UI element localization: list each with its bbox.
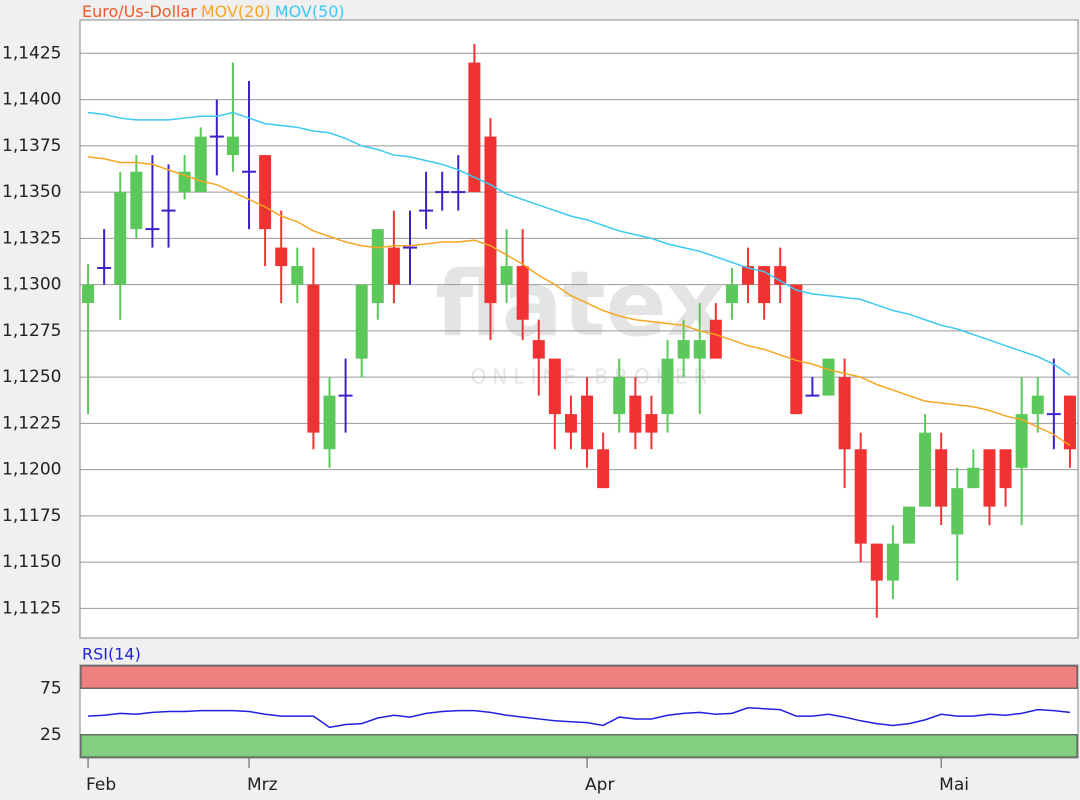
candle-body — [387, 247, 400, 285]
candle-body — [983, 449, 996, 507]
y-tick-label: 1,1425 — [2, 43, 61, 63]
candle-body — [581, 395, 594, 450]
legend-entry: Euro/Us-Dollar — [82, 2, 197, 21]
candle-body — [516, 266, 529, 320]
candle-body — [1031, 395, 1044, 415]
legend-entry: MOV(50) — [275, 2, 345, 21]
candle-body — [790, 284, 803, 415]
candle-body — [935, 449, 948, 507]
candle-body — [130, 171, 143, 230]
candle-body — [114, 192, 127, 285]
legend-entry: MOV(20) — [201, 2, 271, 21]
y-tick-label: 1,1125 — [2, 598, 61, 618]
candle-body — [709, 319, 722, 359]
y-tick-label: 1,1375 — [2, 136, 61, 156]
candle-body — [758, 266, 771, 304]
candle-body — [371, 229, 384, 304]
y-tick-label: 1,1325 — [2, 228, 61, 248]
watermark: flatex — [435, 252, 725, 357]
candle-body — [307, 284, 320, 433]
candle-body — [774, 266, 787, 285]
y-tick-label: 75 — [40, 678, 62, 698]
oversold-band — [80, 734, 1078, 758]
candle-body — [661, 358, 674, 415]
y-tick-label: 1,1300 — [2, 275, 61, 295]
y-tick-label: 1,1400 — [2, 90, 61, 110]
y-tick-label: 1,1175 — [2, 506, 61, 526]
candle-body — [355, 284, 368, 359]
candle-body — [725, 284, 738, 304]
y-tick-label: 1,1350 — [2, 182, 61, 202]
candle-body — [854, 449, 867, 544]
candle-body — [838, 377, 851, 450]
watermark-sub: ONLINE BROKER — [471, 365, 714, 389]
overbought-band — [80, 665, 1078, 689]
y-tick-label: 25 — [40, 725, 62, 745]
x-tick-label: Apr — [585, 775, 614, 795]
candle-body — [613, 377, 626, 415]
candle-body — [275, 247, 288, 267]
candle-body — [645, 414, 658, 433]
candle-body — [564, 414, 577, 433]
line-series — [87, 111, 1071, 376]
y-tick-label: 1,1275 — [2, 321, 61, 341]
x-tick-label: Mai — [939, 775, 969, 795]
candle-body — [629, 395, 642, 433]
candle-body — [532, 340, 545, 359]
candle-body — [500, 266, 513, 285]
candle-body — [951, 488, 964, 535]
x-tick-label: Feb — [86, 775, 116, 795]
legend: Euro/Us-Dollar MOV(20) MOV(50) — [82, 2, 345, 21]
candle-body — [693, 340, 706, 359]
line-series — [88, 707, 1071, 729]
y-tick-label: 1,1200 — [2, 460, 61, 480]
candle-body — [194, 136, 207, 193]
candle-body — [919, 432, 932, 507]
candle-body — [226, 136, 239, 156]
candle-body — [886, 543, 899, 581]
candle-body — [1015, 414, 1028, 468]
candle-body — [742, 266, 755, 285]
candle-body — [677, 340, 690, 359]
candle-body — [468, 62, 481, 193]
candle-body — [597, 449, 610, 489]
legend-entry: RSI(14) — [82, 645, 141, 664]
candle-body — [822, 358, 835, 396]
y-tick-label: 1,1150 — [2, 552, 61, 572]
candle-body — [1063, 395, 1076, 450]
candle-body — [323, 395, 336, 450]
candle-body — [870, 543, 883, 581]
line-series — [87, 156, 1071, 447]
y-tick-label: 1,1225 — [2, 413, 61, 433]
candle-body — [484, 136, 497, 304]
x-tick-label: Mrz — [247, 775, 278, 795]
y-tick-label: 1,1250 — [2, 367, 61, 387]
candle-body — [548, 358, 561, 415]
candle-body — [291, 266, 304, 285]
candle-body — [82, 284, 95, 304]
candle-body — [902, 506, 915, 544]
candle-body — [999, 449, 1012, 489]
candle-body — [967, 467, 980, 489]
candle-body — [259, 155, 272, 230]
